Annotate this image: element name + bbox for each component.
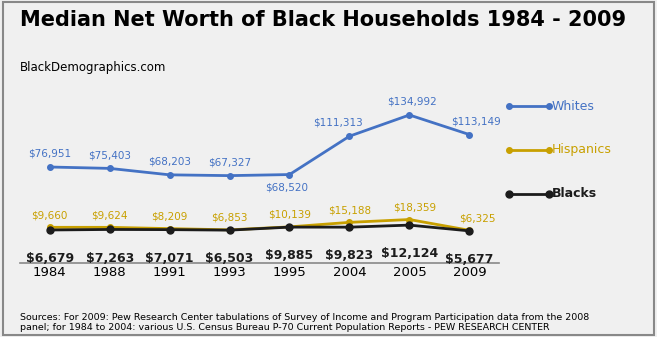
Text: $7,071: $7,071: [145, 252, 194, 265]
Text: Whites: Whites: [552, 100, 595, 113]
Text: $113,149: $113,149: [451, 116, 501, 126]
Text: $9,823: $9,823: [325, 249, 373, 263]
Text: $67,327: $67,327: [208, 157, 251, 167]
Text: Median Net Worth of Black Households 1984 - 2009: Median Net Worth of Black Households 198…: [20, 10, 626, 30]
Text: $68,520: $68,520: [265, 183, 308, 193]
Text: $134,992: $134,992: [387, 97, 437, 106]
Text: $6,503: $6,503: [206, 252, 254, 265]
Text: $76,951: $76,951: [28, 149, 71, 159]
Text: $12,124: $12,124: [381, 247, 438, 260]
Text: $9,624: $9,624: [91, 210, 128, 220]
Text: $9,885: $9,885: [265, 249, 313, 262]
Text: Hispanics: Hispanics: [552, 144, 612, 156]
Text: $10,139: $10,139: [268, 210, 311, 220]
Text: $8,209: $8,209: [151, 212, 188, 222]
Text: Blacks: Blacks: [552, 187, 597, 200]
Text: Sources: For 2009: Pew Research Center tabulations of Survey of Income and Progr: Sources: For 2009: Pew Research Center t…: [20, 312, 589, 332]
Text: $5,677: $5,677: [445, 253, 493, 266]
Text: $75,403: $75,403: [88, 150, 131, 160]
Text: $68,203: $68,203: [148, 156, 191, 166]
Text: BlackDemographics.com: BlackDemographics.com: [20, 61, 166, 74]
Text: $6,853: $6,853: [212, 213, 248, 223]
Text: $111,313: $111,313: [313, 118, 363, 128]
Text: $9,660: $9,660: [32, 210, 68, 220]
Text: $6,679: $6,679: [26, 252, 74, 265]
Text: $7,263: $7,263: [85, 252, 134, 265]
Text: $6,325: $6,325: [459, 213, 496, 223]
Text: $15,188: $15,188: [328, 206, 371, 215]
Text: $18,359: $18,359: [394, 203, 436, 213]
